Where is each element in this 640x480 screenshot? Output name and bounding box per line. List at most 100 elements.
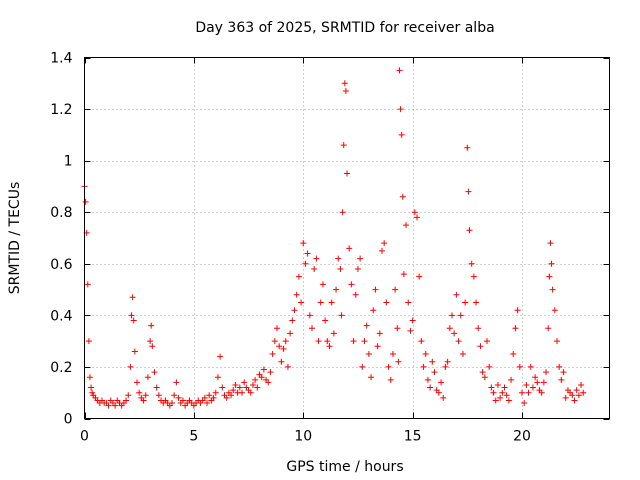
data-point <box>274 325 280 332</box>
y-tick-label: 0.6 <box>50 257 72 273</box>
data-point <box>287 330 294 337</box>
data-point <box>546 273 553 280</box>
data-point <box>125 392 132 399</box>
data-point <box>523 381 530 388</box>
data-point <box>144 374 151 381</box>
data-point <box>389 351 396 358</box>
data-point <box>280 345 287 352</box>
data-points <box>81 67 587 409</box>
data-point <box>490 389 497 396</box>
data-point <box>228 392 235 399</box>
data-point <box>499 389 506 396</box>
data-point <box>501 384 508 391</box>
data-point <box>84 281 91 288</box>
data-point <box>337 265 344 272</box>
data-point <box>505 397 512 404</box>
data-point <box>89 389 96 396</box>
data-point <box>212 389 219 396</box>
data-point <box>470 273 477 280</box>
data-point <box>418 338 425 345</box>
data-point <box>328 299 335 306</box>
data-point <box>354 265 361 272</box>
data-point <box>429 358 436 365</box>
data-point <box>134 379 140 386</box>
data-point <box>269 351 276 358</box>
data-point <box>128 312 135 319</box>
data-point <box>580 389 587 396</box>
data-point <box>338 312 345 319</box>
x-tick-label: 20 <box>513 429 531 445</box>
data-point <box>484 338 490 345</box>
data-point <box>326 343 333 350</box>
data-point <box>247 389 254 396</box>
data-point <box>359 363 366 370</box>
data-point <box>395 358 402 365</box>
data-point <box>573 387 580 394</box>
data-point <box>289 317 296 324</box>
data-point <box>556 363 563 370</box>
data-point <box>206 392 213 399</box>
data-point <box>396 67 403 74</box>
data-point <box>379 247 385 254</box>
data-point <box>468 260 475 267</box>
data-point <box>578 381 585 388</box>
data-point <box>453 291 460 298</box>
x-tick-label: 10 <box>294 429 312 445</box>
data-point <box>398 131 405 138</box>
data-point <box>510 351 517 358</box>
data-point <box>293 291 300 298</box>
data-point <box>324 338 331 345</box>
data-point <box>131 348 138 355</box>
data-point <box>217 353 224 360</box>
data-point <box>136 389 143 396</box>
data-point <box>464 144 471 151</box>
data-point <box>575 392 582 399</box>
data-point <box>400 271 407 278</box>
data-point <box>438 379 445 386</box>
data-point <box>148 322 155 329</box>
x-tick-label: 0 <box>80 429 89 445</box>
data-point <box>562 394 569 401</box>
data-point <box>449 312 455 319</box>
data-point <box>214 374 221 381</box>
data-point <box>276 343 283 350</box>
data-point <box>549 286 556 293</box>
data-point <box>422 351 429 358</box>
data-point <box>560 369 567 376</box>
data-point <box>492 397 499 404</box>
data-point <box>527 363 534 370</box>
data-point <box>376 330 383 337</box>
data-point <box>363 322 370 329</box>
data-point <box>123 397 130 404</box>
data-point <box>457 312 464 319</box>
data-point <box>365 351 372 358</box>
data-point <box>284 363 291 370</box>
data-point <box>494 381 501 388</box>
data-point <box>282 338 289 345</box>
data-point <box>521 400 528 407</box>
data-point <box>446 325 453 332</box>
data-point <box>340 142 347 149</box>
y-tick-label: 0.2 <box>50 360 72 376</box>
data-point <box>317 299 324 306</box>
data-point <box>411 209 418 216</box>
data-point <box>548 260 555 267</box>
data-point <box>532 374 539 381</box>
data-point <box>466 227 473 234</box>
data-point <box>569 392 576 399</box>
data-point <box>571 397 578 404</box>
data-point <box>155 392 162 399</box>
data-point <box>385 363 392 370</box>
data-point <box>512 325 519 332</box>
data-point <box>383 299 390 306</box>
data-point <box>335 255 342 262</box>
data-point <box>204 400 210 407</box>
data-point <box>254 384 261 391</box>
data-point <box>315 338 322 345</box>
data-point <box>300 240 307 247</box>
data-point <box>105 402 112 409</box>
data-point <box>302 260 309 267</box>
data-point <box>465 188 472 195</box>
data-point <box>175 394 182 401</box>
